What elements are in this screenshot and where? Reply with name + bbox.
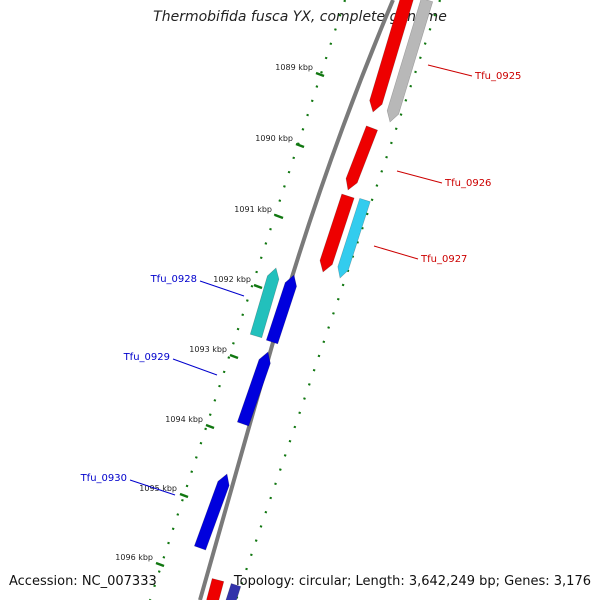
tfu-0928-leader-line [199, 280, 245, 297]
genome-backbone [198, 0, 395, 600]
kbp-major-tick [253, 283, 263, 290]
kbp-label: 1096 kbp [115, 553, 153, 562]
gene-tfu-0930-arrow [193, 473, 230, 551]
kbp-label: 1090 kbp [255, 134, 293, 143]
gene-tfu-0928-arrow [265, 274, 297, 345]
gene-partial-red-arrow [206, 578, 225, 600]
gene-labels: Tfu_0925 Tfu_0926 Tfu_0927 Tfu_0928 Tfu_0929… [80, 64, 521, 496]
tfu-0928-label: Tfu_0928 [150, 274, 197, 285]
inner-tick-ring [148, 0, 347, 600]
kbp-label: 1091 kbp [234, 205, 272, 214]
kbp-major-tick [179, 492, 189, 499]
tfu-0927-leader-line [373, 245, 419, 260]
kbp-label: 1089 kbp [275, 63, 313, 72]
gene-features [193, 0, 434, 600]
tick-ring [148, 0, 442, 600]
kbp-major-tick [315, 71, 325, 78]
gene-partial-blue-arrow [225, 583, 242, 600]
tfu-0925-leader-line [427, 64, 473, 77]
tfu-0926-leader-line [396, 170, 443, 184]
tfu-0925-label: Tfu_0925 [474, 71, 521, 82]
kbp-major-tick [155, 561, 165, 568]
kbp-label: 1093 kbp [189, 345, 227, 354]
genome-summary: Topology: circular; Length: 3,642,249 bp… [233, 574, 591, 589]
kbp-label: 1092 kbp [213, 275, 251, 284]
accession-text: Accession: NC_007333 [9, 574, 157, 589]
kbp-major-tick [229, 353, 239, 360]
tfu-0929-label: Tfu_0929 [123, 352, 170, 363]
gene-tfu-0929-arrow [236, 351, 271, 427]
gene-tfu-0925-arrow [369, 0, 414, 113]
kbp-label: 1095 kbp [139, 484, 177, 493]
kbp-major-tick [274, 213, 284, 220]
tfu-0930-leader-line [129, 479, 176, 496]
outer-tick-ring [234, 0, 442, 600]
tfu-0926-label: Tfu_0926 [444, 178, 491, 189]
gene-tfu-0928-alt-arrow [249, 267, 280, 339]
kbp-label: 1094 kbp [165, 415, 203, 424]
kbp-ruler: 1089 kbp 1090 kbp 1091 kbp 1092 kbp 1093 kbp… [115, 63, 325, 568]
map-title: Thermobifida fusca YX, complete genome [153, 9, 447, 25]
kbp-major-tick [295, 142, 305, 149]
pseudo-gene-arrow [386, 0, 434, 123]
gene-tfu-0926-arrow [345, 125, 378, 191]
tfu-0930-label: Tfu_0930 [80, 473, 127, 484]
tfu-0929-leader-line [172, 358, 218, 376]
kbp-major-tick [205, 423, 215, 430]
gene-tfu-0927-alt-arrow [337, 197, 371, 279]
gene-tfu-0927-arrow [319, 193, 355, 273]
tfu-0927-label: Tfu_0927 [420, 254, 467, 265]
